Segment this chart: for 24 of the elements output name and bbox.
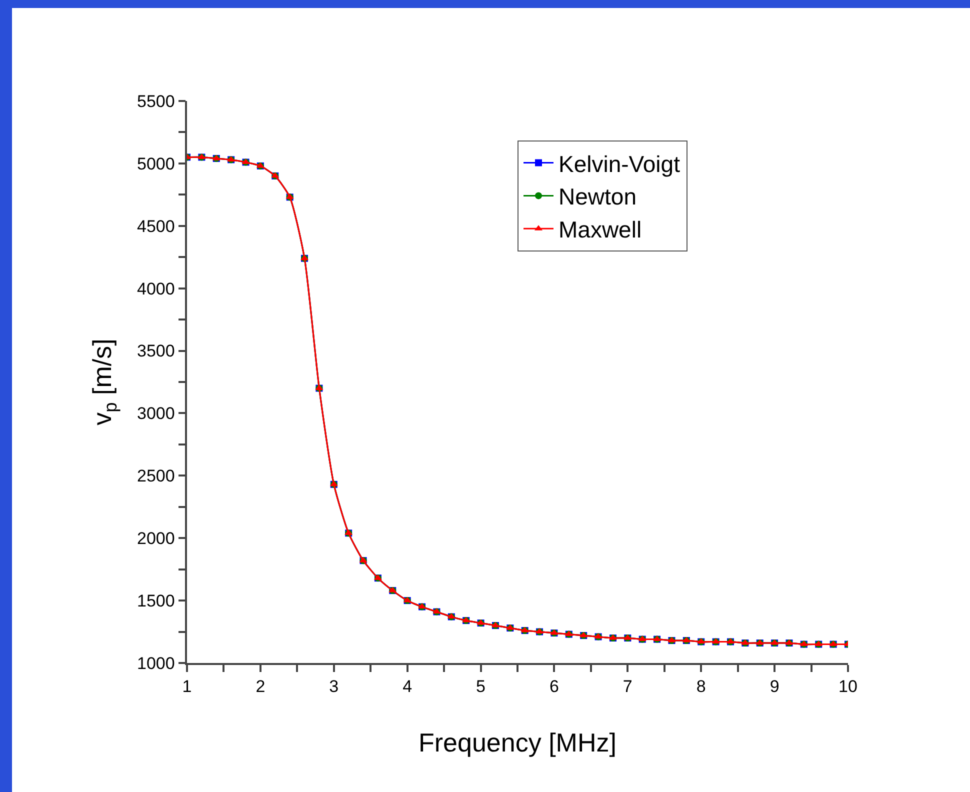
y-tick-label: 1500 bbox=[137, 592, 175, 611]
y-tick-label: 5500 bbox=[137, 92, 175, 111]
x-axis-title: Frequency [MHz] bbox=[418, 728, 616, 758]
y-tick-label: 2000 bbox=[137, 529, 175, 548]
x-tick-label: 7 bbox=[622, 677, 632, 696]
x-tick-label: 6 bbox=[549, 677, 559, 696]
legend-label: Kelvin-Voigt bbox=[558, 150, 681, 177]
y-tick-label: 2500 bbox=[137, 466, 175, 486]
x-tick-label: 4 bbox=[402, 677, 412, 696]
y-tick-label: 4500 bbox=[137, 216, 175, 236]
y-tick-label: 1000 bbox=[137, 654, 175, 673]
legend-label: Newton bbox=[558, 184, 636, 210]
y-tick-label: 4000 bbox=[137, 279, 175, 298]
x-tick-label: 9 bbox=[770, 677, 780, 696]
x-tick-label: 10 bbox=[838, 677, 858, 696]
y-tick-label: 3000 bbox=[137, 404, 175, 424]
x-tick-label: 1 bbox=[182, 677, 192, 696]
x-tick-label: 3 bbox=[329, 677, 339, 696]
x-tick-label: 5 bbox=[476, 677, 486, 696]
x-tick-label: 8 bbox=[696, 677, 706, 696]
y-tick-label: 5000 bbox=[137, 154, 175, 174]
y-tick-label: 3500 bbox=[137, 342, 175, 361]
x-tick-label: 2 bbox=[256, 677, 266, 696]
legend-label: Maxwell bbox=[558, 216, 642, 243]
